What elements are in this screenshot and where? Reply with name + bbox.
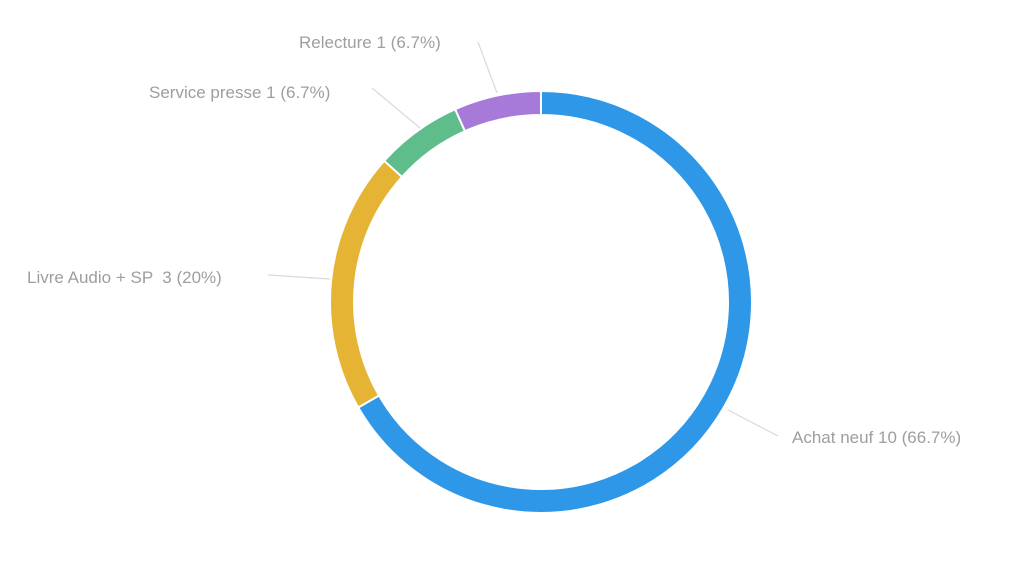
leader-lines (267, 41, 779, 437)
leader-line (267, 274, 331, 280)
donut-slices (329, 89, 753, 514)
label-relecture: Relecture 1 (6.7%) (299, 33, 441, 52)
leader-line (477, 41, 498, 94)
label-achat-neuf: Achat neuf 10 (66.7%) (792, 428, 962, 447)
leader-line (371, 87, 421, 129)
slice-achat-neuf[interactable] (356, 89, 753, 514)
slice-livre-audio-sp[interactable] (329, 159, 404, 409)
label-livre-audio-sp: Livre Audio + SP 3 (20%) (27, 268, 222, 287)
slice-service-presse[interactable] (382, 107, 467, 179)
label-service-presse: Service presse 1 (6.7%) (149, 83, 331, 102)
leader-line (727, 409, 779, 437)
slice-relecture[interactable] (453, 89, 542, 133)
